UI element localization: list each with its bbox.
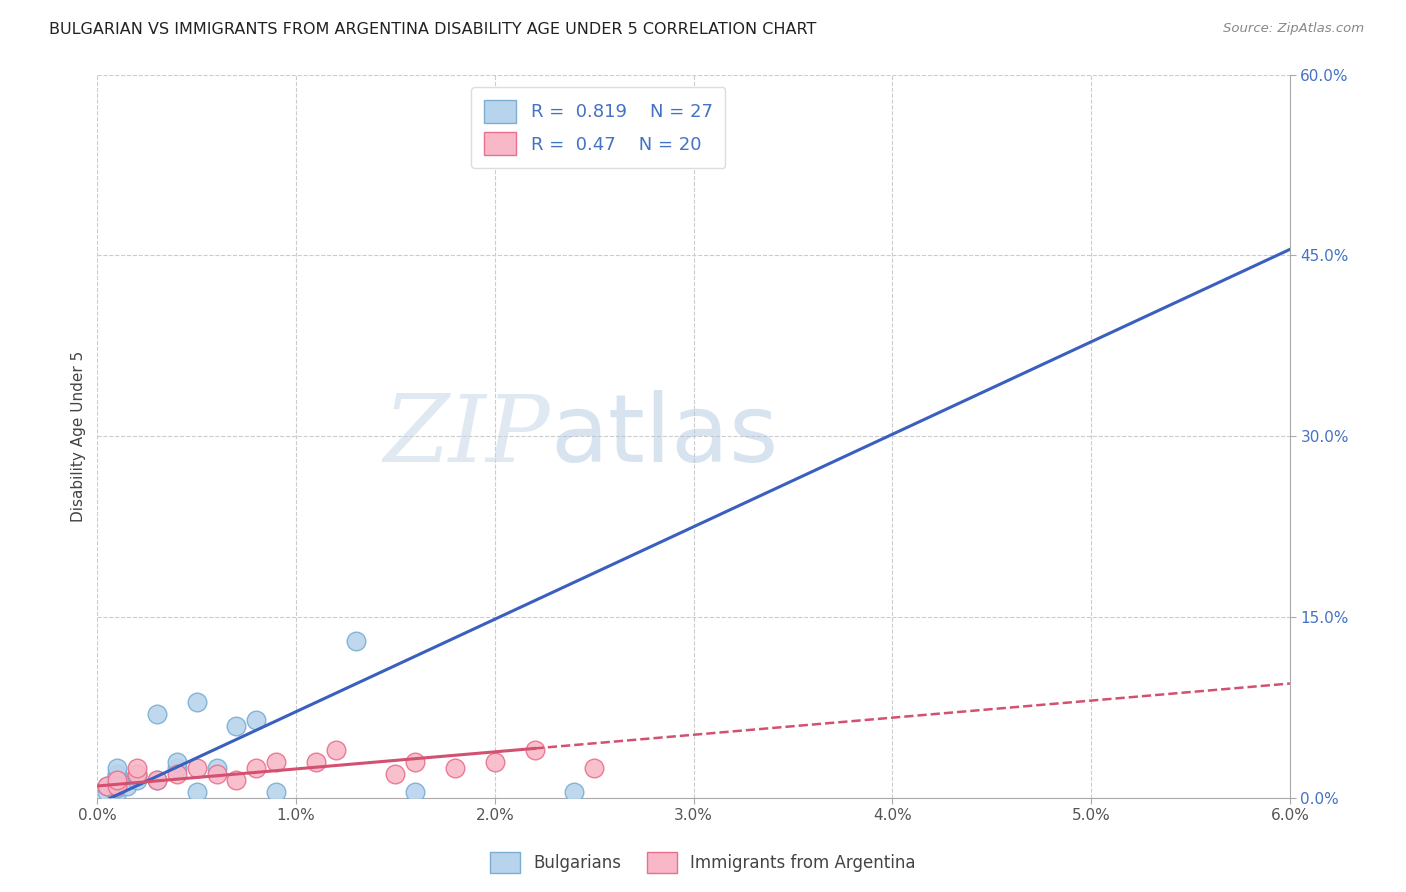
Point bbox=[205, 761, 228, 775]
Point bbox=[105, 779, 128, 793]
Point bbox=[146, 706, 169, 721]
Point bbox=[127, 767, 149, 781]
Point bbox=[105, 776, 128, 790]
Point bbox=[523, 743, 546, 757]
Point bbox=[96, 779, 118, 793]
Legend: Bulgarians, Immigrants from Argentina: Bulgarians, Immigrants from Argentina bbox=[484, 846, 922, 880]
Text: ZIP: ZIP bbox=[384, 392, 551, 482]
Point bbox=[96, 779, 118, 793]
Point bbox=[105, 761, 128, 775]
Legend: R =  0.819    N = 27, R =  0.47    N = 20: R = 0.819 N = 27, R = 0.47 N = 20 bbox=[471, 87, 725, 168]
Point bbox=[404, 785, 426, 799]
Point bbox=[583, 761, 606, 775]
Point bbox=[484, 755, 506, 769]
Point bbox=[444, 761, 467, 775]
Point bbox=[96, 785, 118, 799]
Point bbox=[127, 767, 149, 781]
Point bbox=[105, 772, 128, 787]
Point bbox=[205, 767, 228, 781]
Point bbox=[105, 769, 128, 783]
Point bbox=[264, 785, 287, 799]
Point bbox=[166, 761, 188, 775]
Point bbox=[186, 785, 208, 799]
Point bbox=[404, 755, 426, 769]
Point bbox=[105, 785, 128, 799]
Point bbox=[127, 769, 149, 783]
Point bbox=[146, 772, 169, 787]
Text: BULGARIAN VS IMMIGRANTS FROM ARGENTINA DISABILITY AGE UNDER 5 CORRELATION CHART: BULGARIAN VS IMMIGRANTS FROM ARGENTINA D… bbox=[49, 22, 817, 37]
Point bbox=[305, 755, 328, 769]
Point bbox=[105, 779, 128, 793]
Point bbox=[146, 772, 169, 787]
Point bbox=[105, 781, 128, 796]
Point bbox=[245, 761, 267, 775]
Point bbox=[186, 695, 208, 709]
Point bbox=[245, 713, 267, 727]
Point bbox=[115, 779, 138, 793]
Y-axis label: Disability Age Under 5: Disability Age Under 5 bbox=[72, 351, 86, 522]
Text: Source: ZipAtlas.com: Source: ZipAtlas.com bbox=[1223, 22, 1364, 36]
Point bbox=[225, 719, 247, 733]
Point bbox=[127, 772, 149, 787]
Point bbox=[105, 767, 128, 781]
Point bbox=[127, 761, 149, 775]
Text: atlas: atlas bbox=[551, 391, 779, 483]
Point bbox=[564, 785, 586, 799]
Point bbox=[166, 755, 188, 769]
Point bbox=[225, 772, 247, 787]
Point bbox=[186, 761, 208, 775]
Point bbox=[264, 755, 287, 769]
Point bbox=[105, 772, 128, 787]
Point bbox=[166, 767, 188, 781]
Point bbox=[325, 743, 347, 757]
Point bbox=[344, 634, 367, 648]
Point bbox=[384, 767, 406, 781]
